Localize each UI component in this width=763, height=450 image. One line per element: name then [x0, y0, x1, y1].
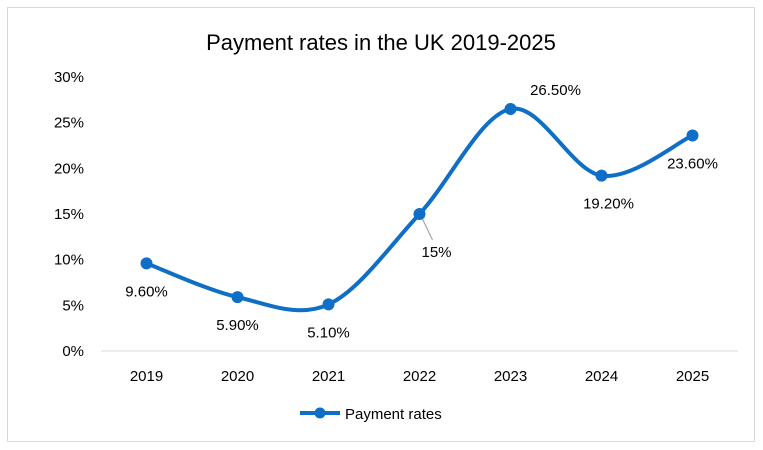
- data-point-2020: [231, 291, 244, 304]
- data-label-2023: 26.50%: [530, 82, 581, 99]
- chart-title: Payment rates in the UK 2019-2025: [206, 30, 556, 55]
- data-label-2021: 5.10%: [307, 324, 350, 341]
- x-tick-label-2022: 2022: [403, 368, 436, 385]
- y-tick-label-20: 20%: [54, 160, 84, 177]
- y-tick-label-25: 25%: [54, 115, 84, 132]
- chart-frame: [7, 7, 755, 442]
- x-tick-label-2019: 2019: [130, 368, 163, 385]
- x-tick-label-2023: 2023: [494, 368, 527, 385]
- x-tick-label-2020: 2020: [221, 368, 254, 385]
- x-axis-ticks: 2019 2020 2021 2022 2023 2024 2025: [130, 368, 709, 385]
- data-label-2019: 9.60%: [125, 283, 168, 300]
- data-label-2022: 15%: [421, 244, 451, 261]
- leader-lines: [421, 218, 434, 241]
- y-tick-label-0: 0%: [62, 343, 84, 360]
- legend-label-payment-rates: Payment rates: [345, 406, 442, 423]
- x-tick-label-2021: 2021: [312, 368, 345, 385]
- y-tick-label-15: 15%: [54, 206, 84, 223]
- y-tick-label-10: 10%: [54, 252, 84, 269]
- data-point-2022: [413, 208, 426, 220]
- data-point-2021: [322, 298, 335, 311]
- data-point-2025: [686, 129, 699, 142]
- y-axis-ticks: 0% 5% 10% 15% 20% 25% 30%: [54, 69, 84, 360]
- data-labels: 9.60% 5.90% 5.10% 15% 26.50% 19.20% 23.60%: [125, 82, 718, 341]
- data-point-2024: [595, 169, 608, 182]
- data-point-2023: [504, 102, 517, 115]
- data-label-2020: 5.90%: [216, 317, 259, 334]
- x-tick-label-2024: 2024: [585, 368, 618, 385]
- data-point-2019: [140, 257, 153, 270]
- data-markers: [140, 102, 699, 311]
- legend-marker-swatch: [314, 407, 326, 419]
- data-label-2025: 23.60%: [667, 155, 718, 172]
- data-label-2024: 19.20%: [583, 196, 634, 213]
- leader-line-2022: [421, 218, 434, 241]
- y-tick-label-5: 5%: [62, 297, 84, 314]
- y-tick-label-30: 30%: [54, 69, 84, 86]
- legend: Payment rates: [300, 406, 442, 423]
- x-tick-label-2025: 2025: [676, 368, 709, 385]
